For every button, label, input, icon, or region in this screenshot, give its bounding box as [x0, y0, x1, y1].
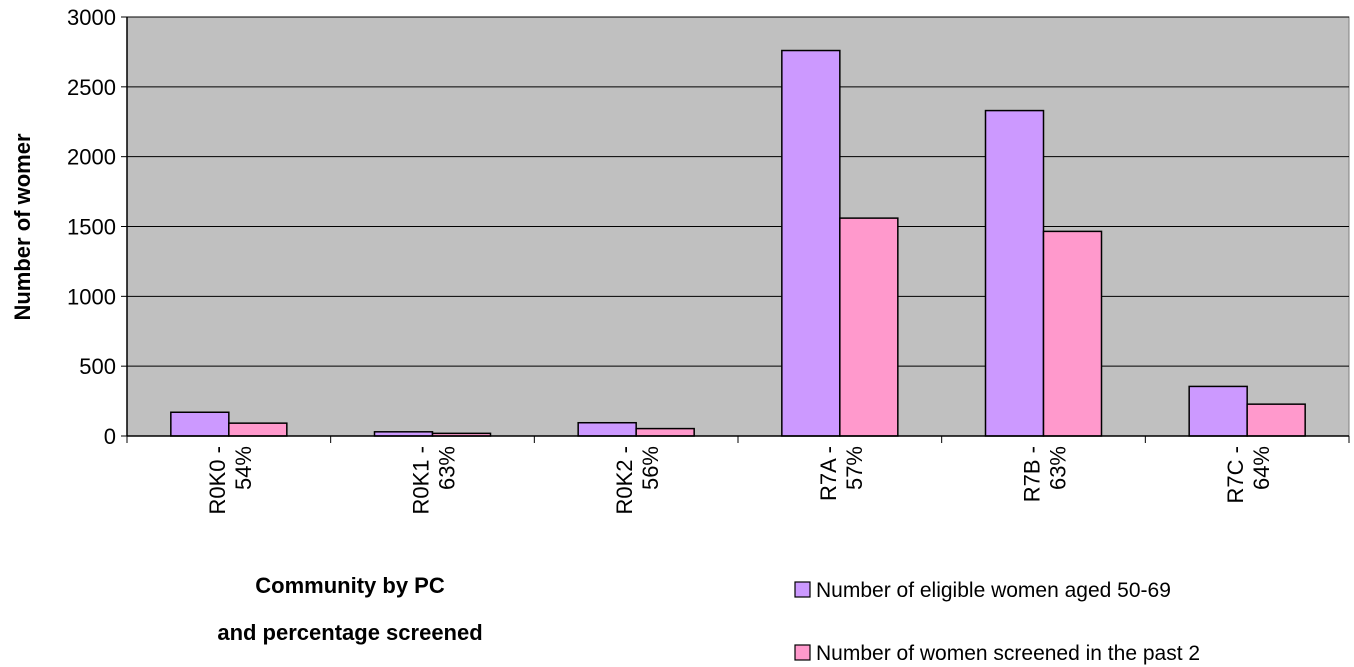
bar-screened-women — [635, 427, 695, 437]
bars — [170, 49, 1306, 437]
y-tick-label: 1500 — [67, 215, 116, 240]
x-tick-label: R7A -57% — [816, 446, 867, 501]
y-tick-label: 2000 — [67, 145, 116, 170]
bar-screened-women — [228, 422, 288, 437]
gridlines — [127, 16, 1349, 367]
legend: Number of eligible women aged 50-69 Numb… — [794, 579, 1200, 665]
x-tick-label-line-1: R0K2 - — [612, 446, 637, 514]
x-axis-title-line-1: Community by PC — [255, 573, 445, 598]
bar-screened-women — [1042, 230, 1103, 437]
x-tick-label: R0K0 -54% — [205, 446, 256, 514]
legend-swatch-screened — [794, 644, 811, 661]
x-tick-label-line-1: R7B - — [1020, 446, 1045, 502]
x-axis-ticks: R0K0 -54% R0K1 -63% R0K2 -56% R7A -57% R7B -… — [126, 436, 1350, 514]
x-tick-label: R0K2 -56% — [612, 446, 663, 514]
x-tick-label: R0K1 -63% — [409, 446, 460, 514]
x-tick-label-line-1: R0K1 - — [409, 446, 434, 514]
x-tick-label-line-2: 64% — [1249, 446, 1274, 490]
x-tick-label-line-1: R7C - — [1223, 446, 1248, 503]
x-tick-label: R7B -63% — [1020, 446, 1071, 502]
x-tick-label-line-2: 57% — [842, 446, 867, 490]
bar-screened-women — [839, 217, 899, 437]
x-tick-label-line-2: 56% — [638, 446, 663, 490]
bar-eligible-women — [781, 49, 841, 437]
x-tick-label-line-2: 63% — [1046, 446, 1071, 490]
y-tick-label: 2500 — [67, 75, 116, 100]
x-axis-title-line-2: and percentage screened — [217, 620, 482, 645]
bar-eligible-women — [577, 421, 637, 437]
bar-screened-women — [1246, 403, 1306, 437]
x-tick-label-line-1: R7A - — [816, 446, 841, 501]
y-tick-label: 0 — [104, 424, 116, 449]
x-tick-label-line-2: 54% — [231, 446, 256, 490]
y-tick-label: 500 — [79, 354, 116, 379]
x-tick-label-line-2: 63% — [435, 446, 460, 490]
y-tick-label: 3000 — [67, 5, 116, 30]
legend-swatch-eligible — [794, 581, 811, 598]
y-axis-ticks: 0 500 1000 1500 2000 2500 3000 — [67, 5, 127, 449]
x-tick-label: R7C -64% — [1223, 446, 1274, 503]
bar-eligible-women — [1188, 385, 1248, 437]
bar-eligible-women — [984, 109, 1045, 437]
x-tick-label-line-1: R0K0 - — [205, 446, 230, 514]
y-tick-label: 1000 — [67, 284, 116, 309]
y-axis-title: Number of womer — [10, 133, 35, 320]
legend-label-screened: Number of women screened in the past 2 — [816, 642, 1200, 665]
legend-label-eligible: Number of eligible women aged 50-69 — [816, 579, 1171, 602]
bar-eligible-women — [170, 411, 230, 437]
